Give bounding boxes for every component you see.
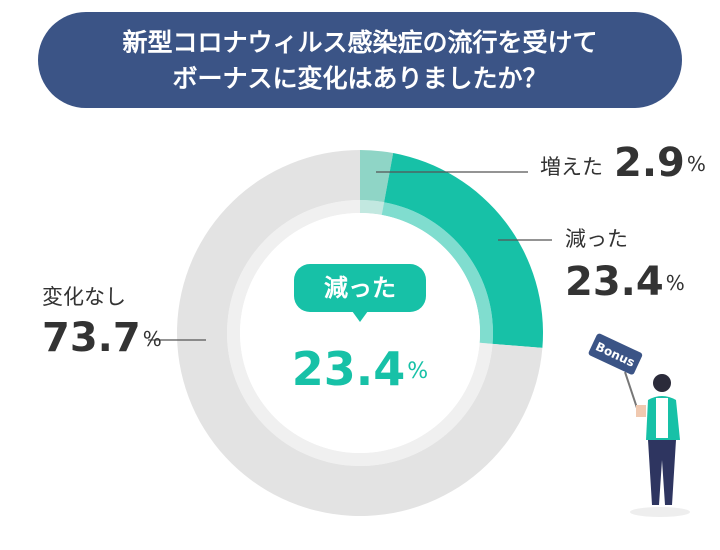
slice-label: 増えた <box>540 155 603 179</box>
donut-hole <box>240 213 480 453</box>
hand <box>636 405 646 417</box>
slice-value: 73.7% <box>42 315 162 361</box>
slice-value: 23.4% <box>565 259 685 305</box>
slice-label: 減った <box>565 227 628 251</box>
bonus-sign: Bonus <box>588 333 643 375</box>
shirt <box>656 398 668 438</box>
shadow <box>630 507 690 517</box>
illustration: Bonus <box>588 333 690 517</box>
donut-inner-band <box>381 202 493 344</box>
title-line: 新型コロナウィルス感染症の流行を受けて <box>122 28 597 57</box>
callout-label: 減った <box>324 274 396 302</box>
value-number: 23.4 <box>292 342 406 396</box>
value-unit: % <box>666 271 685 295</box>
trousers <box>648 440 676 505</box>
value-unit: % <box>407 359 428 384</box>
value-unit: % <box>687 152 706 176</box>
title-line: ボーナスに変化はありましたか？ <box>172 64 547 93</box>
donut-slice <box>384 153 543 348</box>
slice-value: 2.9% <box>614 140 706 186</box>
donut-inner-band <box>360 200 385 215</box>
donut-slice <box>360 150 394 203</box>
title-banner <box>38 12 682 108</box>
value-number: 23.4 <box>565 259 664 305</box>
callout-pointer <box>352 311 368 322</box>
slice-label: 変化なし <box>42 285 126 309</box>
sign-stick <box>624 371 638 409</box>
callout-value: 23.4% <box>292 342 428 396</box>
head <box>653 374 671 392</box>
value-number: 2.9 <box>614 140 685 186</box>
sign-board <box>588 333 643 375</box>
value-number: 73.7 <box>42 315 141 361</box>
value-unit: % <box>143 327 162 351</box>
donut <box>177 150 543 517</box>
callout-badge <box>294 264 426 312</box>
